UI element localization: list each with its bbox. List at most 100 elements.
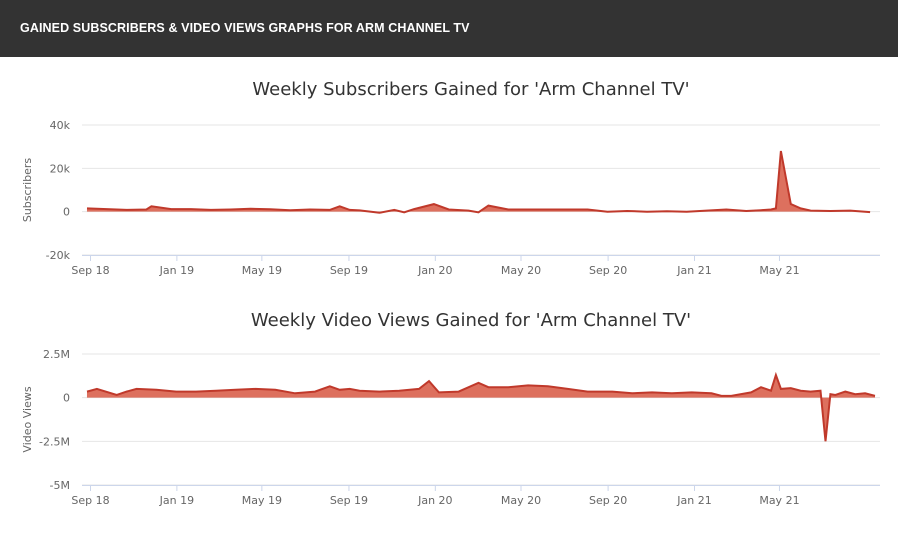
data-point [775, 374, 777, 376]
data-point [359, 390, 361, 392]
data-point [790, 203, 792, 205]
data-point [86, 207, 88, 209]
data-point [800, 207, 802, 209]
data-point [507, 386, 509, 388]
data-point [190, 208, 192, 210]
data-point [329, 209, 331, 211]
data-point [349, 388, 351, 390]
data-point [428, 380, 430, 382]
data-point [86, 391, 88, 393]
data-point [487, 205, 489, 207]
data-point [126, 391, 128, 393]
video-views-chart: Weekly Video Views Gained for 'Arm Chann… [21, 310, 880, 507]
data-point [780, 388, 782, 390]
data-point [215, 390, 217, 392]
data-point [359, 209, 361, 211]
page-header: GAINED SUBSCRIBERS & VIDEO VIEWS GRAPHS … [0, 0, 898, 57]
data-point [829, 210, 831, 212]
data-point [269, 208, 271, 210]
x-tick-label: Sep 20 [589, 494, 627, 507]
data-point [745, 210, 747, 212]
chart-title: Weekly Video Views Gained for 'Arm Chann… [251, 310, 691, 331]
data-point [116, 394, 118, 396]
data-point [810, 210, 812, 212]
data-point [770, 209, 772, 211]
x-tick-label: May 21 [759, 494, 799, 507]
x-tick-label: Jan 21 [676, 494, 711, 507]
data-point [760, 209, 762, 211]
data-point [547, 385, 549, 387]
y-tick-label: 0 [63, 206, 70, 219]
series-area [86, 151, 871, 213]
y-tick-label: 20k [50, 162, 71, 175]
data-point [349, 209, 351, 211]
data-point [527, 384, 529, 386]
y-axis-title: Video Views [21, 386, 34, 452]
data-point [413, 208, 415, 210]
data-point [869, 211, 871, 213]
data-point [606, 211, 608, 213]
data-point [150, 205, 152, 207]
data-point [339, 389, 341, 391]
x-tick-label: Sep 18 [71, 494, 109, 507]
data-point [170, 208, 172, 210]
data-point [235, 389, 237, 391]
data-point [666, 210, 668, 212]
series-line [86, 150, 871, 214]
data-point [874, 395, 876, 397]
data-point [711, 392, 713, 394]
data-point [309, 209, 311, 211]
y-tick-label: 0 [63, 392, 70, 405]
data-point [96, 388, 98, 390]
data-point [825, 440, 827, 442]
data-point [378, 391, 380, 393]
x-tick-label: Jan 20 [417, 264, 452, 277]
x-tick-label: May 20 [501, 494, 541, 507]
data-point [250, 208, 252, 210]
data-point [587, 209, 589, 211]
x-tick-label: Jan 20 [417, 494, 452, 507]
data-point [230, 209, 232, 211]
data-point [760, 386, 762, 388]
x-tick-label: Sep 19 [330, 494, 368, 507]
data-point [329, 385, 331, 387]
data-point [686, 211, 688, 213]
data-point [780, 150, 782, 152]
data-point [706, 210, 708, 212]
data-point [175, 391, 177, 393]
data-point [567, 209, 569, 211]
data-point [631, 392, 633, 394]
data-point [289, 209, 291, 211]
y-tick-label: -2.5M [39, 435, 70, 448]
data-point [770, 390, 772, 392]
data-point [864, 392, 866, 394]
data-point [393, 209, 395, 211]
data-point [339, 205, 341, 207]
data-point [478, 211, 480, 213]
data-point [314, 391, 316, 393]
data-point [671, 392, 673, 394]
data-point [255, 388, 257, 390]
data-point [651, 391, 653, 393]
x-tick-label: May 19 [242, 494, 282, 507]
data-point [294, 392, 296, 394]
data-point [849, 210, 851, 212]
data-point [611, 391, 613, 393]
data-point [106, 208, 108, 210]
data-point [775, 207, 777, 209]
x-tick-label: Sep 20 [589, 264, 627, 277]
x-tick-label: Jan 19 [159, 494, 194, 507]
data-point [438, 391, 440, 393]
data-point [691, 391, 693, 393]
data-point [448, 209, 450, 211]
data-point [646, 211, 648, 213]
data-point [730, 395, 732, 397]
subscribers-chart: Weekly Subscribers Gained for 'Arm Chann… [21, 79, 880, 277]
data-point [810, 391, 812, 393]
data-point [210, 209, 212, 211]
data-point [478, 382, 480, 384]
data-point [829, 393, 831, 395]
page-title: GAINED SUBSCRIBERS & VIDEO VIEWS GRAPHS … [20, 21, 470, 35]
data-point [725, 209, 727, 211]
data-point [547, 209, 549, 211]
